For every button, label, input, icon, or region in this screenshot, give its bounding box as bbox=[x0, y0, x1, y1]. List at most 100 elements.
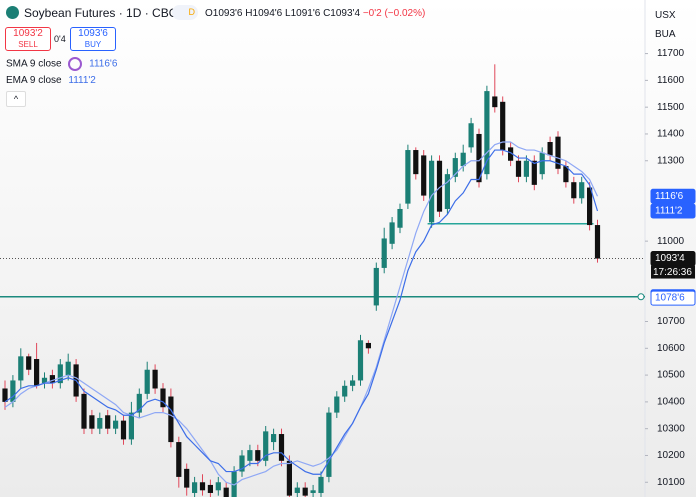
candle-body bbox=[26, 356, 32, 370]
candle-body bbox=[152, 369, 158, 389]
unit[interactable]: BUA bbox=[655, 29, 676, 40]
candle-body bbox=[318, 476, 324, 493]
sma-legend: SMA 9 close 1116'6 bbox=[6, 57, 117, 71]
y-tick-label: 10100 bbox=[657, 477, 685, 488]
candle-body bbox=[334, 396, 340, 413]
loading-icon bbox=[68, 57, 83, 71]
candle-body bbox=[263, 431, 269, 461]
candle-body bbox=[389, 222, 395, 244]
candle-body bbox=[120, 420, 127, 440]
candle-body bbox=[381, 238, 387, 268]
interval-badge[interactable]: D bbox=[172, 5, 198, 20]
candle-body bbox=[373, 267, 379, 306]
candle-body bbox=[357, 340, 364, 381]
candle-body bbox=[168, 396, 174, 443]
y-tick-label: 11300 bbox=[657, 155, 685, 166]
alert-price-label-box bbox=[650, 290, 696, 306]
candle-body bbox=[223, 487, 229, 497]
candle-body bbox=[2, 388, 8, 402]
candle-body bbox=[452, 158, 458, 177]
candle-body bbox=[215, 482, 221, 491]
candle-body bbox=[113, 420, 119, 429]
indicator-price-label-box bbox=[650, 203, 696, 219]
candle-body bbox=[563, 166, 569, 183]
spread: 0'4 bbox=[54, 34, 66, 44]
candle-body bbox=[460, 152, 466, 167]
candle-body bbox=[65, 361, 71, 376]
candle-body bbox=[207, 484, 213, 493]
candle-body bbox=[294, 487, 300, 493]
candle-body bbox=[105, 415, 111, 429]
candle-body bbox=[128, 412, 134, 440]
candle-body bbox=[310, 490, 316, 493]
buy-price: 1093'6 bbox=[78, 28, 108, 39]
candle-body bbox=[500, 101, 506, 151]
candle-body bbox=[587, 187, 593, 226]
candle-body bbox=[444, 174, 450, 209]
alert-price-label: 1078'6 bbox=[655, 293, 685, 304]
candle-body bbox=[429, 160, 435, 223]
candle-body bbox=[199, 482, 206, 491]
candle-body bbox=[286, 460, 292, 496]
candle-body bbox=[176, 442, 182, 477]
line-handle bbox=[637, 293, 645, 301]
candle-body bbox=[413, 150, 419, 175]
y-tick-label: 11400 bbox=[657, 129, 685, 140]
candle-body bbox=[184, 468, 190, 488]
candle-body bbox=[436, 160, 443, 212]
y-tick-label: 10500 bbox=[657, 370, 685, 381]
ohlc-high: H1094'6 bbox=[245, 8, 283, 19]
candle-body bbox=[555, 136, 561, 169]
candle-body bbox=[484, 91, 490, 175]
candle-body bbox=[594, 225, 601, 259]
candle-body bbox=[81, 393, 87, 429]
candle-body bbox=[192, 482, 198, 493]
candle-body bbox=[89, 415, 95, 429]
y-tick-label: 10600 bbox=[657, 343, 685, 354]
indicator-price-label: 1116'6 bbox=[655, 191, 684, 202]
y-tick-label: 10200 bbox=[657, 450, 685, 461]
candle-body bbox=[10, 380, 16, 402]
candle-body bbox=[405, 150, 411, 204]
y-tick-label: 11600 bbox=[657, 75, 685, 86]
ohlc-change: −0'2 (−0.02%) bbox=[362, 8, 426, 19]
sell-button[interactable]: 1093'2 SELL bbox=[5, 27, 51, 51]
candle-body bbox=[579, 182, 585, 199]
y-tick-label: 11500 bbox=[657, 102, 685, 113]
candle-body bbox=[136, 393, 142, 413]
collapse-button[interactable]: ^ bbox=[6, 91, 26, 107]
last-price-label: 1093'4 bbox=[655, 253, 685, 264]
candle-body bbox=[547, 142, 553, 156]
candle-body bbox=[144, 369, 150, 394]
ema-name: EMA 9 close bbox=[6, 75, 62, 86]
candle-body bbox=[34, 359, 40, 386]
countdown-box bbox=[651, 265, 695, 279]
candle-body bbox=[515, 160, 522, 177]
candle-body bbox=[278, 434, 285, 461]
candle-body bbox=[302, 487, 308, 496]
candle-body bbox=[342, 385, 348, 397]
ema-legend: EMA 9 close 1111'2 bbox=[6, 75, 96, 86]
candle-body bbox=[49, 375, 55, 384]
buy-button[interactable]: 1093'6 BUY bbox=[70, 27, 116, 51]
countdown: 17:26:36 bbox=[653, 267, 692, 278]
ohlc-close: C1093'4 bbox=[323, 8, 361, 19]
indicator-line bbox=[4, 149, 599, 475]
sell-label: SELL bbox=[18, 40, 38, 49]
candle-body bbox=[468, 123, 474, 148]
sell-price: 1093'2 bbox=[13, 28, 43, 39]
candle-body bbox=[523, 160, 529, 177]
candle-body bbox=[539, 152, 545, 175]
candle-body bbox=[350, 380, 356, 386]
sma-value: 1116'6 bbox=[89, 58, 118, 70]
sma-name: SMA 9 close bbox=[6, 58, 62, 70]
candle-body bbox=[365, 342, 371, 349]
candle-body bbox=[531, 160, 537, 185]
buy-label: BUY bbox=[84, 40, 102, 49]
candle-body bbox=[271, 434, 277, 443]
candle-body bbox=[57, 364, 63, 384]
currency[interactable]: USX bbox=[655, 10, 676, 21]
candle-body bbox=[247, 450, 253, 461]
